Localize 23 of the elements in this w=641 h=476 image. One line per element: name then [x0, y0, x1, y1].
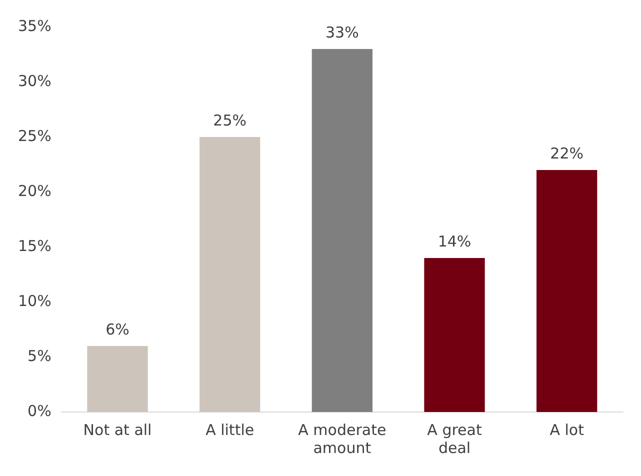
data-label: 6% — [106, 320, 130, 338]
x-tick-label: A great deal — [427, 420, 482, 457]
data-label: 33% — [326, 23, 359, 42]
x-tick-label: Not at all — [83, 420, 152, 439]
y-tick-label: 15% — [18, 236, 52, 255]
bar — [424, 258, 485, 412]
x-tick-label: A lot — [550, 420, 584, 439]
bar — [536, 170, 598, 412]
y-tick-label: 0% — [28, 402, 52, 420]
y-tick-label: 35% — [18, 16, 52, 35]
x-tick-label: A little — [206, 420, 254, 439]
bar — [87, 346, 148, 412]
data-label: 14% — [438, 232, 472, 250]
bar — [200, 137, 260, 412]
y-tick-label: 10% — [18, 292, 52, 310]
bar — [312, 49, 372, 412]
x-tick-label: A moderate amount — [298, 420, 386, 457]
y-tick-label: 20% — [18, 182, 52, 200]
data-label: 22% — [550, 144, 584, 162]
y-tick-label: 30% — [18, 72, 52, 90]
y-tick-label: 25% — [18, 126, 52, 145]
y-tick-label: 5% — [28, 346, 52, 365]
data-label: 25% — [213, 111, 247, 130]
